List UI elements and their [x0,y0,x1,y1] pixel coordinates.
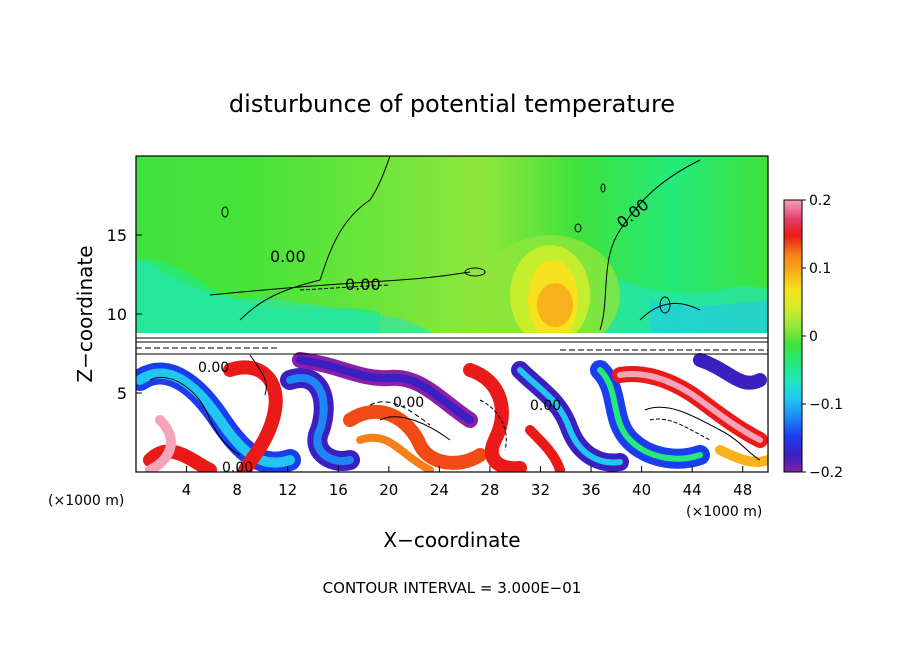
x-tick-label: 4 [182,481,192,499]
colorbar-tick-label: −0.2 [809,465,843,481]
colorbar-tick-label: 0.1 [809,261,831,277]
y-tick-label: 15 [107,226,127,245]
chart-title: disturbunce of potential temperature [229,90,675,118]
colorbar-tick-label: −0.1 [809,397,843,413]
contour-label: 0.00 [393,395,424,411]
contour-interval-note: CONTOUR INTERVAL = 3.000E−01 [323,579,582,597]
x-tick-label: 28 [480,481,499,499]
contour-label: 0.00 [198,360,229,376]
x-tick-label: 44 [683,481,702,499]
y-tick-label: 5 [117,384,127,403]
colorbar: 0.2 0.1 0 −0.1 −0.2 [783,193,843,481]
x-tick-label: 40 [632,481,651,499]
x-tick-label: 8 [232,481,242,499]
x-unit-label-left: (×1000 m) [48,493,124,509]
upper-cyan-right2 [650,300,768,336]
eddy-structures [136,352,768,472]
y-tick-label: 10 [107,305,127,324]
y-axis-ticks: 5 10 15 [107,226,142,403]
x-tick-label: 48 [733,481,752,499]
contour-lines [136,156,768,461]
contour-label: 0.00 [345,275,381,294]
warm-core-orange [537,283,573,327]
x-tick-label: 12 [278,481,297,499]
x-axis-ticks: 4 8 12 16 20 24 28 32 36 40 44 48 [182,466,752,499]
colorbar-ticks: 0.2 0.1 0 −0.1 −0.2 [802,193,843,481]
heatmap-field [136,156,768,472]
upper-cyan-patch [136,258,440,336]
x-tick-label: 16 [329,481,348,499]
colorbar-tick-label: 0 [809,329,818,345]
x-tick-label: 24 [430,481,449,499]
x-tick-label: 32 [531,481,550,499]
colorbar-tick-label: 0.2 [809,193,831,209]
contour-label: 0.00 [270,247,306,266]
contour-label: 0.00 [530,398,561,414]
y-axis-title: Z−coordinate [73,245,97,382]
x-tick-label: 20 [379,481,398,499]
x-axis-title: X−coordinate [383,528,520,552]
x-tick-label: 36 [581,481,600,499]
colorbar-gradient [783,199,803,473]
x-unit-label-right: (×1000 m) [686,504,762,520]
